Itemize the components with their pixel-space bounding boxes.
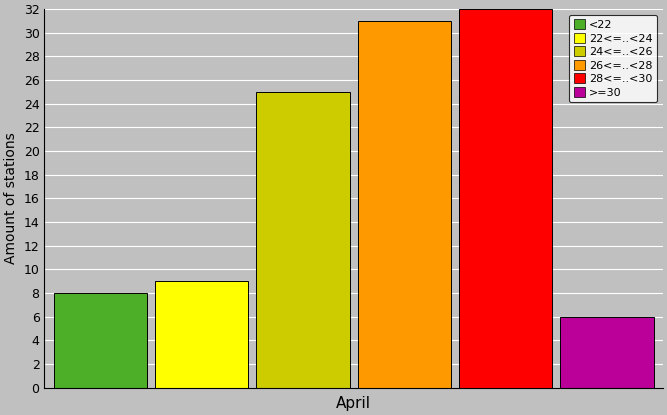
Bar	[560, 317, 654, 388]
Bar	[53, 293, 147, 388]
Legend: <22, 22<=..<24, 24<=..<26, 26<=..<28, 28<=..<30, >=30: <22, 22<=..<24, 24<=..<26, 26<=..<28, 28…	[569, 15, 657, 102]
Bar	[358, 21, 451, 388]
Y-axis label: Amount of stations: Amount of stations	[4, 132, 18, 264]
Bar	[459, 9, 552, 388]
Bar	[256, 92, 350, 388]
Bar	[155, 281, 248, 388]
